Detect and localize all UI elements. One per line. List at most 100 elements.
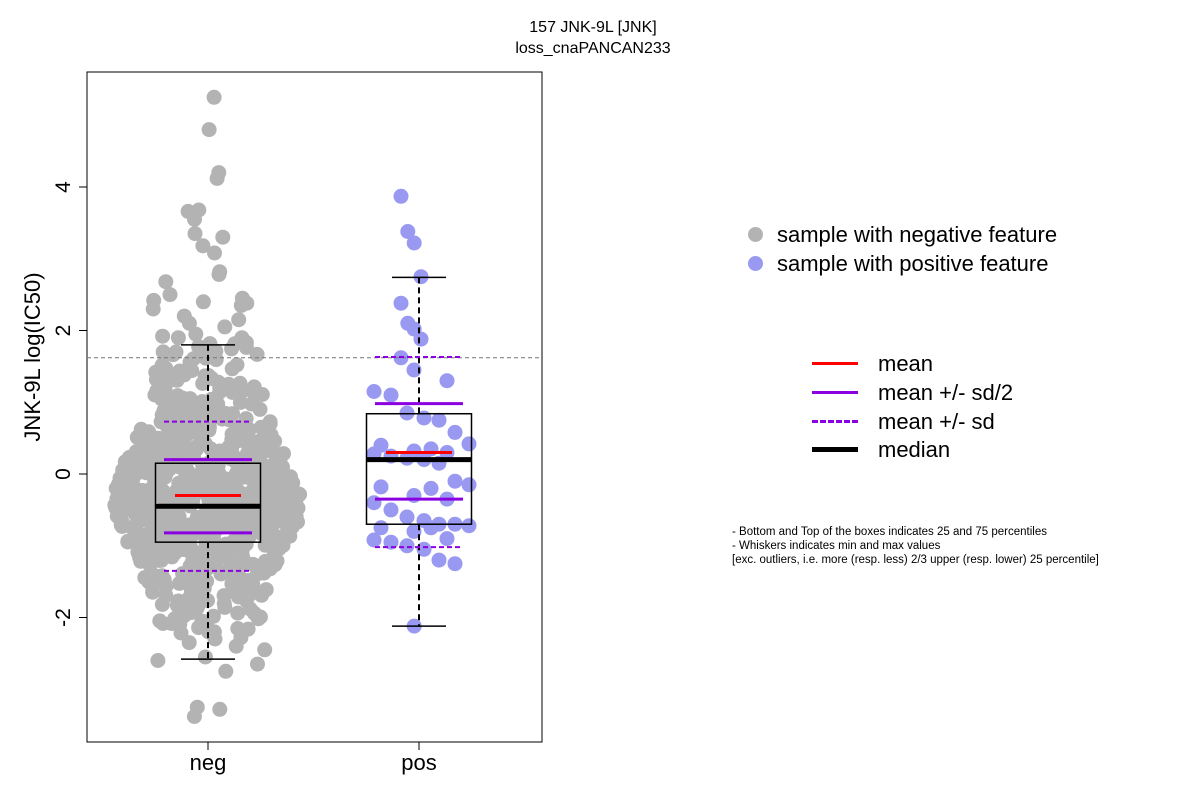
data-point-pos (393, 188, 409, 204)
data-point-pos (461, 477, 477, 493)
data-point-pos (399, 538, 415, 554)
chart-notes: - Bottom and Top of the boxes indicates … (732, 525, 1099, 567)
data-point-pos (383, 387, 399, 403)
data-point-neg (258, 582, 274, 598)
data-point-neg (246, 379, 262, 395)
data-point-neg (197, 649, 213, 665)
data-point-neg (158, 274, 174, 290)
data-point-pos (400, 224, 416, 239)
data-point-neg (232, 394, 248, 410)
note-line: - Bottom and Top of the boxes indicates … (732, 526, 1047, 538)
data-point-pos (431, 412, 447, 428)
data-point-pos (439, 531, 455, 547)
data-point-neg (216, 588, 232, 604)
data-point-neg (170, 330, 186, 346)
note-line: - Whiskers indicates min and max values (732, 540, 941, 552)
data-point-neg (212, 701, 228, 717)
legend-sd-line (812, 419, 858, 423)
legend-sd-half-line (812, 390, 858, 394)
data-point-neg (217, 319, 233, 335)
data-point-neg (207, 245, 222, 261)
legend-item-median: median (812, 437, 950, 463)
legend-median-label: median (878, 437, 951, 462)
data-point-neg (145, 301, 161, 317)
data-point-neg (141, 424, 157, 440)
data-point-neg (231, 312, 247, 328)
data-point-pos (447, 556, 463, 572)
legend-negative-marker (748, 226, 763, 242)
data-point-pos (383, 534, 399, 550)
data-point-neg (228, 638, 244, 654)
data-point-neg (187, 211, 202, 227)
legend-negative-label: sample with negative feature (777, 222, 1058, 247)
data-point-neg (249, 346, 265, 362)
data-point-pos (423, 480, 439, 496)
data-point-neg (150, 653, 166, 668)
data-point-pos (406, 523, 422, 539)
data-point-neg (155, 328, 171, 344)
x-tick-label: neg (190, 750, 227, 775)
data-point-pos (399, 509, 415, 525)
plot-frame (86, 71, 543, 743)
data-point-neg (181, 635, 197, 651)
data-point-neg (273, 529, 289, 545)
y-tick-label: 4 (52, 181, 75, 193)
data-point-neg (181, 315, 197, 331)
data-point-neg (162, 287, 178, 303)
data-point-neg (202, 336, 218, 352)
iqr-box (154, 462, 262, 543)
data-point-neg (234, 330, 250, 346)
data-point-neg (187, 226, 203, 242)
data-point-pos (373, 479, 389, 495)
data-point-pos (461, 518, 477, 534)
data-point-pos (406, 362, 422, 378)
data-point-neg (206, 89, 222, 105)
data-point-neg (201, 122, 217, 138)
data-point-neg (229, 357, 245, 373)
data-point-neg (257, 642, 273, 658)
data-point-neg (197, 368, 213, 384)
data-point-pos (366, 384, 382, 399)
data-point-pos (413, 331, 429, 347)
legend-item-negative: sample with negative feature (748, 222, 1057, 248)
data-point-neg (218, 663, 234, 679)
iqr-box (365, 412, 473, 525)
data-point-pos (447, 424, 463, 440)
data-point-pos (383, 502, 399, 518)
data-point-neg (188, 326, 204, 342)
note-line: [exc. outliers, i.e. more (resp. less) 2… (732, 554, 1099, 566)
data-point-neg (152, 613, 168, 629)
data-point-neg (211, 267, 227, 282)
legend-item-sd: mean +/- sd (812, 409, 995, 435)
data-point-pos (447, 473, 463, 489)
data-point-neg (276, 446, 291, 462)
data-point-neg (194, 613, 210, 629)
data-point-pos (416, 541, 432, 557)
chart-title: 157 JNK-9L [JNK] (529, 19, 657, 36)
x-tick-label: pos (401, 750, 436, 775)
data-point-neg (233, 297, 249, 313)
data-point-pos (406, 488, 422, 503)
legend-item-positive: sample with positive feature (748, 251, 1048, 277)
data-point-neg (186, 709, 202, 724)
data-point-neg (209, 170, 225, 186)
data-point-neg (259, 503, 275, 519)
data-point-neg (195, 238, 211, 254)
data-point-neg (195, 294, 211, 310)
data-point-neg (155, 344, 171, 360)
data-point-pos (366, 532, 382, 548)
data-point-neg (168, 344, 184, 360)
legend-mean-label: mean (878, 351, 934, 376)
legend-positive-marker (748, 255, 763, 271)
data-point-pos (461, 436, 477, 452)
data-point-neg (170, 388, 186, 404)
y-tick-label: 0 (52, 468, 75, 480)
data-point-neg (191, 339, 207, 355)
data-point-neg (172, 363, 188, 379)
data-point-neg (262, 416, 278, 432)
legend-mean-line (812, 361, 858, 365)
legend-sd-half-label: mean +/- sd/2 (878, 380, 1014, 405)
data-point-neg (215, 229, 231, 245)
data-point-neg (232, 375, 248, 391)
